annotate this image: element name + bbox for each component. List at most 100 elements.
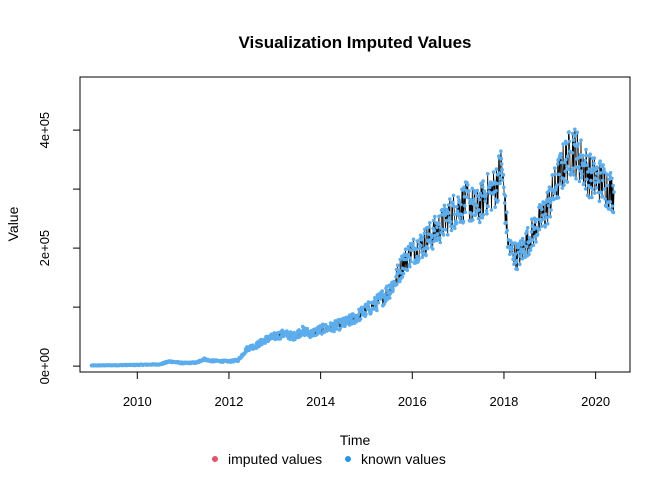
data-point [559, 160, 564, 165]
data-point [512, 255, 517, 260]
data-point [411, 241, 415, 246]
data-point [263, 341, 268, 345]
data-point [292, 330, 296, 335]
legend-label: known values [361, 451, 446, 467]
data-point [438, 236, 442, 241]
data-point [475, 194, 480, 198]
data-point [499, 156, 504, 161]
data-point [489, 208, 494, 212]
data-point [444, 218, 449, 223]
data-point [565, 154, 570, 158]
legend-label: imputed values [228, 451, 322, 467]
data-point [409, 259, 413, 264]
data-point [495, 181, 499, 186]
data-point [460, 213, 465, 217]
data-point [398, 257, 403, 262]
data-point [604, 204, 609, 209]
data-point [429, 241, 433, 245]
data-point [547, 188, 551, 193]
series-layer [89, 127, 616, 368]
data-point [369, 310, 373, 315]
data-point [586, 170, 590, 174]
data-point [553, 166, 557, 170]
data-point [481, 179, 485, 183]
data-point [383, 292, 387, 297]
data-point [451, 193, 456, 198]
data-point [391, 287, 395, 292]
data-point [335, 323, 340, 328]
data-point [502, 201, 507, 205]
data-point [536, 217, 541, 222]
data-point [548, 200, 553, 205]
data-point [395, 263, 400, 268]
data-point [443, 227, 448, 232]
data-point [483, 199, 488, 203]
data-point [471, 200, 476, 204]
data-point [358, 317, 363, 321]
data-point [425, 246, 430, 251]
data-point [515, 267, 520, 272]
data-point [597, 180, 601, 184]
data-point [549, 208, 553, 212]
data-point [484, 192, 488, 197]
data-point [498, 181, 502, 186]
data-point [437, 214, 441, 218]
data-point [486, 204, 490, 209]
data-point [478, 220, 482, 225]
plot-frame [79, 76, 631, 373]
data-point [539, 224, 544, 229]
data-point [551, 197, 556, 202]
data-point [505, 228, 510, 233]
data-point [580, 172, 584, 177]
data-point [564, 142, 569, 146]
data-point [550, 173, 555, 177]
data-point [373, 296, 377, 300]
data-point [476, 216, 481, 221]
data-point [602, 187, 607, 191]
data-point [414, 247, 419, 251]
data-point [510, 251, 514, 255]
data-point [465, 183, 470, 187]
data-point [548, 214, 552, 219]
data-point [573, 127, 577, 132]
series-line [91, 129, 615, 367]
data-point [474, 212, 478, 216]
data-point [612, 190, 616, 194]
data-point [569, 170, 574, 175]
data-point [529, 245, 533, 249]
data-point [338, 326, 343, 331]
data-point [583, 158, 587, 163]
data-point [575, 157, 579, 161]
data-point [565, 180, 570, 184]
data-point [453, 226, 457, 231]
data-point [441, 233, 446, 237]
data-point [572, 173, 576, 177]
data-point [518, 262, 522, 267]
data-point [534, 240, 538, 244]
data-point [544, 215, 549, 220]
data-point [578, 153, 582, 157]
legend-marker [345, 456, 351, 462]
data-point [538, 204, 543, 208]
data-point [566, 167, 570, 171]
data-point [527, 235, 532, 240]
data-point [376, 301, 381, 305]
legend-marker [212, 456, 218, 462]
data-point [477, 208, 481, 212]
data-point [494, 167, 499, 171]
data-point [488, 191, 493, 195]
data-point [447, 210, 451, 215]
data-point [419, 243, 423, 248]
data-point [535, 232, 540, 237]
data-point [537, 227, 542, 232]
data-point [461, 219, 466, 224]
data-point [591, 166, 595, 170]
data-point [513, 252, 517, 257]
data-point [472, 197, 476, 201]
data-point [510, 247, 515, 251]
data-point [459, 202, 463, 207]
data-point [427, 225, 431, 229]
data-point [450, 200, 455, 205]
data-point [524, 244, 529, 249]
data-point [481, 213, 486, 217]
